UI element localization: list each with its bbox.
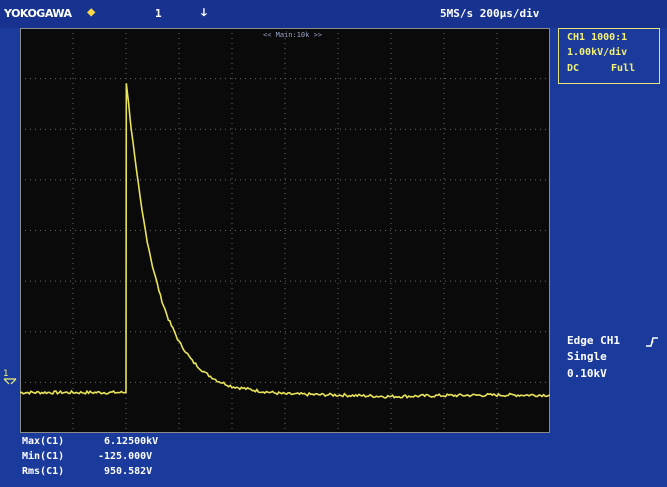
coupling: DC (567, 63, 580, 74)
rising-edge-icon (645, 334, 659, 353)
waveform-plot (20, 28, 550, 433)
graticule-frame (20, 28, 550, 433)
bandwidth: Full (611, 63, 636, 74)
trigger-position-marker: ↆ (201, 6, 207, 19)
waveform-trace (20, 83, 550, 399)
waveform-graticule: << Main:10k >> (20, 28, 550, 433)
probe-ratio: CH1 1000:1 (567, 32, 628, 43)
measurement-value: -125.000V (98, 451, 153, 462)
measurement-label: Max(C1) (22, 436, 65, 447)
measurement-value: 950.582V (104, 466, 153, 477)
brand-logo: YOKOGAWA (4, 7, 72, 20)
trigger-mode: Single (567, 350, 607, 363)
ground-level-marker: 1 (2, 366, 18, 388)
channel-indicator: 1 (155, 7, 162, 20)
measurement-label: Min(C1) (22, 451, 65, 462)
status-bar: YOKOGAWA ◆ 1 ↆ 5MS/s 200µs/div (0, 0, 667, 28)
diamond-icon: ◆ (87, 4, 96, 20)
channel-settings-box[interactable]: CH1 1000:1 1.00kV/div DC Full (558, 28, 660, 84)
sample-rate-timebase: 5MS/s 200µs/div (440, 7, 540, 20)
graticule-lines (20, 28, 550, 433)
display-mode-label: << Main:10k >> (263, 31, 323, 39)
svg-text:1: 1 (3, 369, 8, 379)
volts-per-div: 1.00kV/div (567, 47, 628, 58)
measurement-value: 6.12500kV (104, 436, 159, 447)
trigger-level: 0.10kV (567, 367, 607, 380)
measurement-label: Rms(C1) (22, 466, 65, 477)
trigger-type: Edge CH1 (567, 334, 620, 347)
